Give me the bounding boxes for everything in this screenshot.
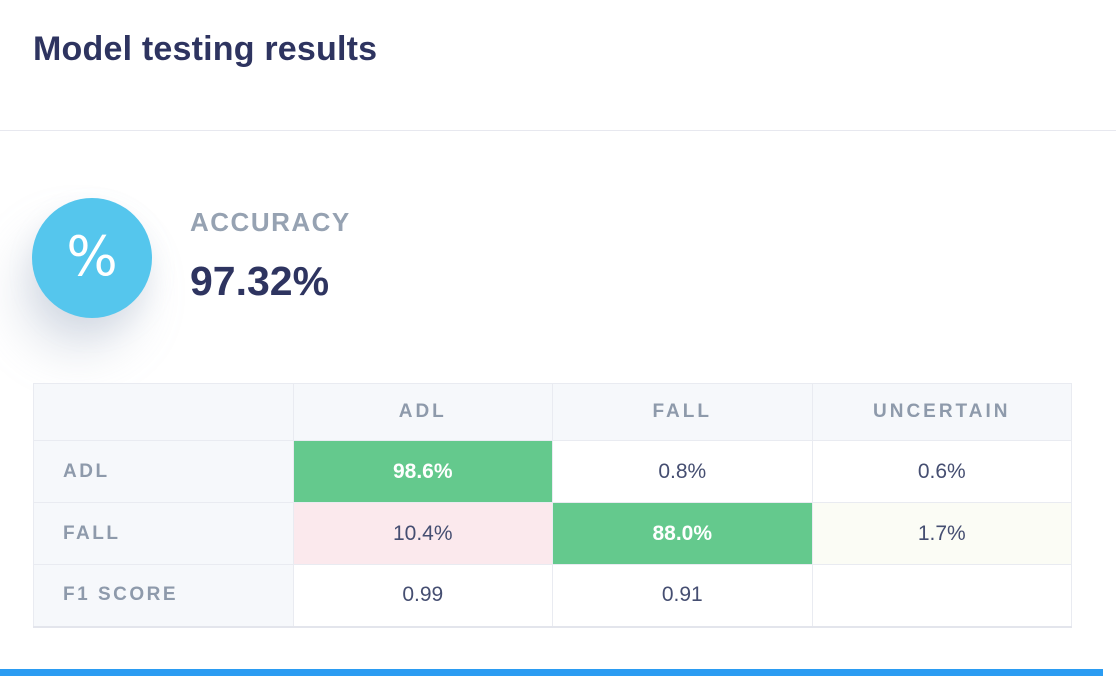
row-label-f1-score: F1 SCORE [33,564,294,627]
matrix-header-empty [33,383,294,441]
bottom-accent-bar [0,669,1103,676]
matrix-row-f1: F1 SCORE 0.99 0.91 [33,564,1072,627]
cell-adl-fall: 0.8% [552,440,813,503]
cell-f1-fall: 0.91 [552,564,813,627]
matrix-header-uncertain: UNCERTAIN [811,383,1072,441]
cell-fall-fall: 88.0% [552,502,813,565]
percent-icon: % [32,198,152,318]
matrix-row-fall: FALL 10.4% 88.0% 1.7% [33,502,1072,565]
row-label-fall: FALL [33,502,294,565]
cell-f1-uncertain [811,564,1072,627]
matrix-header-fall: FALL [552,383,813,441]
cell-fall-uncertain: 1.7% [811,502,1072,565]
matrix-row-adl: ADL 98.6% 0.8% 0.6% [33,440,1072,503]
page-title: Model testing results [33,30,378,68]
cell-adl-uncertain: 0.6% [811,440,1072,503]
accuracy-stat-card: % ACCURACY 97.32% [0,160,600,380]
cell-fall-adl: 10.4% [292,502,553,565]
confusion-matrix-table: ADL FALL UNCERTAIN ADL 98.6% 0.8% 0.6% F… [33,383,1072,628]
accuracy-label: ACCURACY [190,207,351,237]
matrix-header-row: ADL FALL UNCERTAIN [33,383,1072,441]
cell-f1-adl: 0.99 [292,564,553,627]
row-label-adl: ADL [33,440,294,503]
accuracy-value: 97.32% [190,258,330,304]
header-divider [0,130,1116,131]
matrix-header-adl: ADL [292,383,553,441]
percent-glyph: % [66,225,118,288]
confusion-matrix: ADL FALL UNCERTAIN ADL 98.6% 0.8% 0.6% F… [33,383,1072,628]
cell-adl-adl: 98.6% [292,440,553,503]
